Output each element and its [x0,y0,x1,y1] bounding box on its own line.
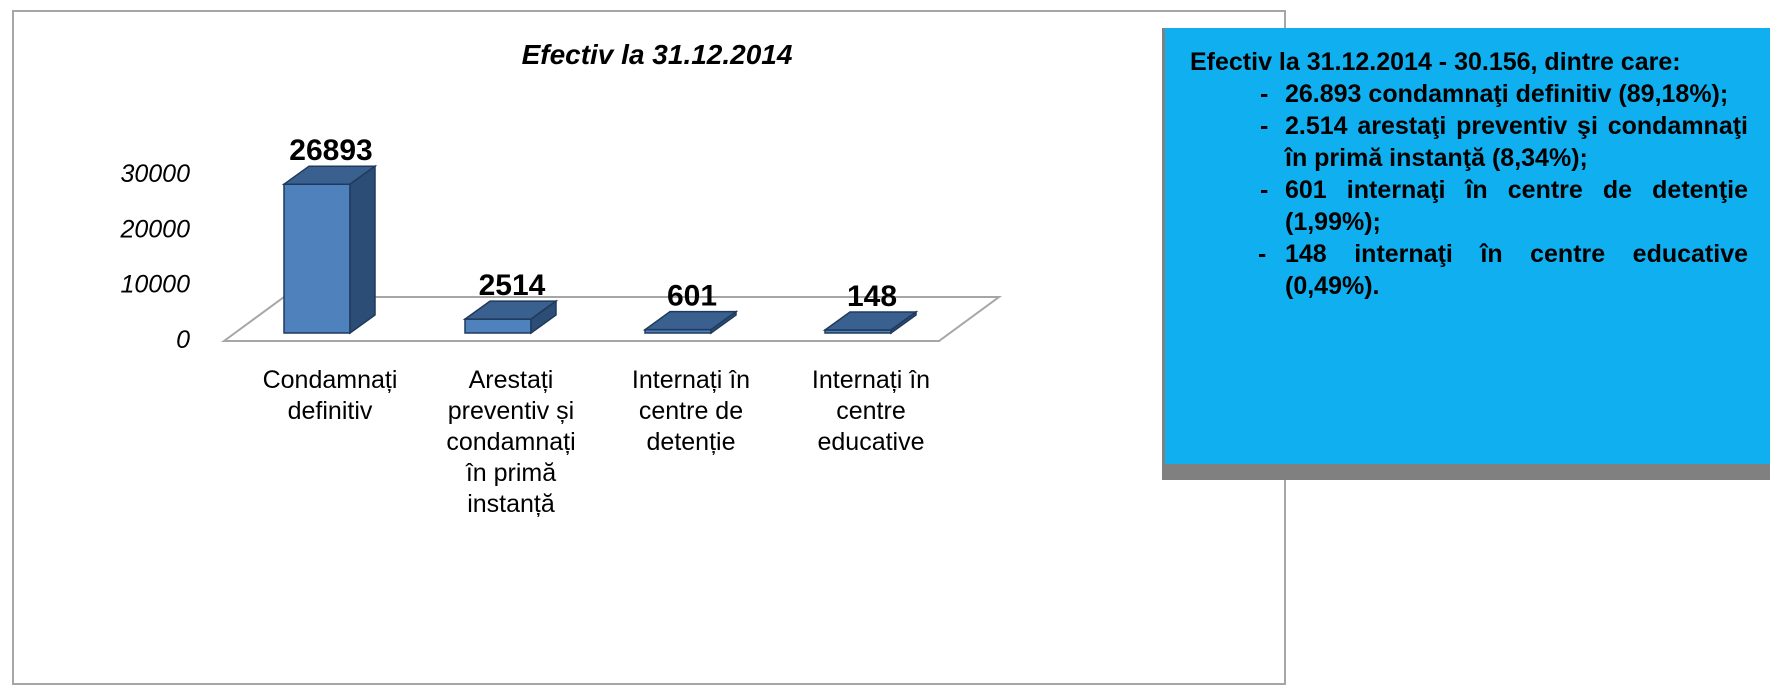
chart-floor [220,296,1003,342]
data-label: 148 [847,280,897,313]
summary-list: -26.893 condamnaţi definitiv (89,18%); -… [1190,78,1748,302]
category-label: educative [817,428,924,456]
y-tick-label: 30000 [120,160,190,188]
category-label: preventiv și [448,397,574,425]
list-dash: - [1260,176,1269,204]
summary-item: -2.514 arestaţi preventiv şi condamnaţi … [1190,110,1748,174]
bar [464,318,532,334]
data-label: 601 [667,280,717,313]
bar [283,183,351,334]
list-dash: - [1260,112,1269,140]
list-dash: - [1258,240,1267,268]
bar-side [710,310,737,335]
category-label: definitiv [288,397,373,425]
category-label: condamnați [446,428,575,456]
y-tick-label: 10000 [120,271,190,299]
category-label: Internați în [812,366,930,394]
summary-item: -26.893 condamnaţi definitiv (89,18%); [1190,78,1748,110]
summary-box: Efectiv la 31.12.2014 - 30.156, dintre c… [1165,28,1770,464]
summary-item-text: 148 internaţi în centre educative (0,49%… [1285,240,1748,300]
data-label: 2514 [479,269,546,302]
summary-item-text: 26.893 condamnaţi definitiv (89,18%); [1285,80,1729,108]
category-label: în primă [465,459,556,487]
bar-chart: Efectiv la 31.12.2014 0 10000 20000 30000 2… [119,39,1003,518]
bar-side [530,299,557,335]
y-tick-label: 0 [176,326,190,354]
bar-side [890,310,917,335]
list-dash: - [1260,80,1269,108]
category-label: Condamnați [263,366,398,394]
category-label: instanță [467,490,555,518]
summary-heading: Efectiv la 31.12.2014 - 30.156, dintre c… [1190,48,1681,76]
category-label: Internați în [632,366,750,394]
data-label: 26893 [289,134,372,167]
y-tick-label: 20000 [119,215,190,243]
chart-title: Efectiv la 31.12.2014 [522,39,793,70]
summary-item: -148 internaţi în centre educative (0,49… [1190,238,1748,302]
summary-item-text: 601 internaţi în centre de detenţie (1,9… [1285,176,1748,236]
category-label: centre [836,397,905,425]
chart-panel: Efectiv la 31.12.2014 0 10000 20000 30000 2… [12,10,1286,685]
bar-side [349,164,376,335]
category-label: detenție [647,428,736,456]
category-label: Arestați [469,366,554,394]
summary-item: -601 internaţi în centre de detenţie (1,… [1190,174,1748,238]
category-label: centre de [639,397,743,425]
summary-item-text: 2.514 arestaţi preventiv şi condamnaţi î… [1285,112,1748,172]
